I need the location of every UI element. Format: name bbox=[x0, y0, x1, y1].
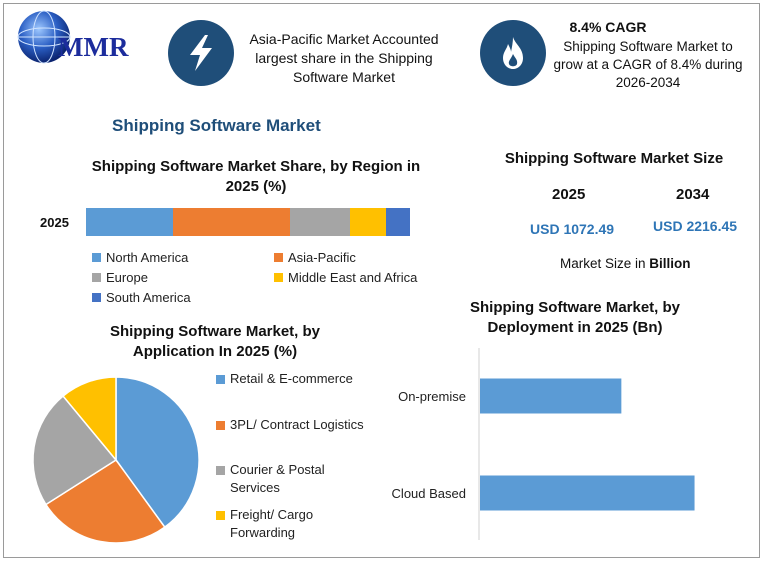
pie-slice-freight-cargo-forwarding bbox=[62, 376, 117, 463]
region-legend-item-south-america: South America bbox=[92, 290, 191, 305]
highlight-2-badge bbox=[480, 20, 546, 86]
region-legend-label: North America bbox=[106, 250, 189, 265]
application-legend-item-courier-postal-services: Courier & Postal Services bbox=[216, 461, 376, 497]
highlight-2-text: Shipping Software Market to grow at a CA… bbox=[553, 39, 743, 90]
region-legend-label: Asia-Pacific bbox=[288, 250, 356, 265]
region-legend-swatch bbox=[92, 293, 101, 302]
cagr-title: 8.4% CAGR bbox=[569, 19, 647, 35]
market-size-year-2034: 2034 bbox=[676, 186, 710, 203]
application-legend-label: Courier & Postal Services bbox=[230, 462, 325, 495]
pie-slice-retail-e-commerce bbox=[115, 376, 200, 529]
market-size-year-2025: 2025 bbox=[552, 186, 586, 203]
market-size-unit-bold: Billion bbox=[649, 256, 691, 271]
application-legend-item-3pl-contract-logistics: 3PL/ Contract Logistics bbox=[216, 416, 376, 434]
application-legend-swatch bbox=[216, 511, 225, 520]
region-chart-title: Shipping Software Market Share, by Regio… bbox=[91, 158, 421, 195]
highlight-1-badge bbox=[168, 20, 234, 86]
flame-icon bbox=[503, 37, 523, 69]
region-legend-swatch bbox=[274, 273, 283, 282]
market-size-title: Shipping Software Market Size bbox=[504, 150, 724, 167]
pie-slice-3pl-contract-logistics bbox=[44, 458, 166, 544]
region-legend-swatch bbox=[274, 253, 283, 262]
market-size-value-2025: USD 1072.49 bbox=[530, 221, 615, 237]
application-legend-swatch bbox=[216, 375, 225, 384]
application-legend-label: 3PL/ Contract Logistics bbox=[230, 417, 364, 432]
region-bar-segment-north-america bbox=[86, 208, 174, 236]
lightning-bolt-icon bbox=[190, 35, 212, 71]
main-title: Shipping Software Market bbox=[112, 116, 321, 135]
region-legend-item-north-america: North America bbox=[92, 250, 188, 265]
infographic-frame bbox=[3, 3, 760, 558]
region-legend-swatch bbox=[92, 253, 101, 262]
application-legend-swatch bbox=[216, 466, 225, 475]
market-size-unit-prefix: Market Size in bbox=[560, 256, 650, 271]
region-bar-segment-middle-east-and-africa bbox=[350, 208, 386, 236]
market-size-value-2034: USD 2216.45 bbox=[653, 218, 738, 234]
deployment-bar-on-premise bbox=[480, 378, 622, 414]
region-bar-segment-south-america bbox=[385, 208, 410, 236]
region-chart-category-label: 2025 bbox=[40, 215, 69, 230]
market-size-unit-note: Market Size in Billion bbox=[560, 256, 691, 271]
region-stacked-bar bbox=[86, 208, 410, 236]
mmr-logo: MMR bbox=[14, 8, 156, 66]
highlight-1-text: Asia-Pacific Market Accounted largest sh… bbox=[249, 31, 439, 85]
region-legend-item-middle-east-and-africa: Middle East and Africa bbox=[274, 270, 417, 285]
deployment-bar-chart: On-premise Cloud Based bbox=[392, 348, 695, 540]
logo-text: MMR bbox=[58, 32, 129, 62]
application-legend-label: Freight/ Cargo Forwarding bbox=[230, 507, 314, 540]
region-bar-segment-europe bbox=[290, 208, 351, 236]
region-legend-label: Europe bbox=[106, 270, 148, 285]
region-legend-item-europe: Europe bbox=[92, 270, 148, 285]
application-chart-title: Shipping Software Market, by Application… bbox=[109, 323, 321, 360]
pie-slice-courier-postal-services bbox=[32, 394, 118, 506]
region-legend-item-asia-pacific: Asia-Pacific bbox=[274, 250, 356, 265]
application-legend-item-retail-e-commerce: Retail & E-commerce bbox=[216, 370, 376, 388]
deployment-category-label-cloud-based: Cloud Based bbox=[392, 486, 466, 501]
region-legend-swatch bbox=[92, 273, 101, 282]
application-legend-label: Retail & E-commerce bbox=[230, 371, 353, 386]
application-legend-swatch bbox=[216, 421, 225, 430]
application-pie-chart bbox=[32, 376, 200, 544]
deployment-category-label-on-premise: On-premise bbox=[398, 389, 466, 404]
region-bar-segment-asia-pacific bbox=[173, 208, 291, 236]
deployment-chart-title: Shipping Software Market, by Deployment … bbox=[469, 299, 681, 336]
application-legend-item-freight-cargo-forwarding: Freight/ Cargo Forwarding bbox=[216, 506, 376, 542]
region-legend-label: South America bbox=[106, 290, 191, 305]
region-legend-label: Middle East and Africa bbox=[288, 270, 418, 285]
deployment-bar-cloud-based bbox=[480, 475, 695, 511]
